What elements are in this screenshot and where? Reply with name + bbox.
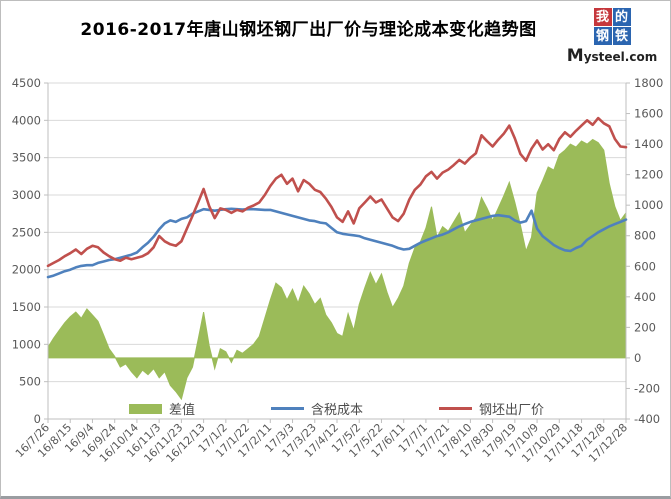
right-axis-tick-label: 1600: [634, 107, 663, 121]
axes: [44, 82, 630, 423]
legend-label: 钢坯出厂价: [479, 403, 545, 418]
logo-char-wo: 我: [593, 8, 612, 26]
right-axis-tick-label: -400: [634, 412, 660, 426]
legend-label: 含税成本: [311, 403, 364, 418]
left-axis-tick-label: 1000: [12, 337, 41, 351]
left-axis-tick-label: 4000: [12, 113, 41, 127]
left-axis-tick-label: 2000: [12, 263, 41, 277]
right-axis-tick-label: 1000: [634, 198, 663, 212]
logo-char-de: 的: [612, 8, 631, 26]
legend-swatch: [439, 407, 473, 410]
right-axis-tick-label: 400: [634, 290, 656, 304]
logo-big-m: M: [566, 46, 584, 66]
legend-label: 差值: [169, 403, 196, 418]
series-price-line: [46, 116, 628, 268]
left-axis-tick-label: 3500: [12, 151, 41, 165]
left-axis-tick-label: 500: [19, 375, 41, 389]
right-axis-tick-label: 1200: [634, 168, 663, 182]
series-diff-area: [47, 138, 627, 401]
right-axis-tick-label: 0: [634, 351, 641, 365]
mysteel-logo-squares: 我 的 钢 铁: [566, 8, 658, 45]
legend-swatch: [271, 407, 305, 410]
series-cost-line: [46, 207, 628, 279]
legend-item: 钢坯出厂价: [439, 399, 544, 418]
legend-item: 含税成本: [271, 399, 363, 418]
right-axis-tick-label: 600: [634, 259, 656, 273]
left-axis-tick-label: 1500: [12, 300, 41, 314]
left-axis-tick-label: 4500: [12, 76, 41, 90]
left-axis-tick-label: 3000: [12, 188, 41, 202]
right-axis-tick-label: -200: [634, 381, 660, 395]
right-axis-tick-label: 200: [634, 320, 656, 334]
right-axis-tick-label: 1800: [634, 76, 663, 90]
right-axis-tick-label: 1400: [634, 137, 663, 151]
legend-item: 差值: [129, 399, 195, 418]
chart-title: 2016-2017年唐山钢坯钢厂出厂价与理论成本变化趋势图: [80, 20, 537, 40]
logo-char-tie: 铁: [612, 27, 631, 45]
logo-char-gang: 钢: [593, 27, 612, 45]
legend-swatch: [129, 403, 162, 414]
left-axis-tick-label: 0: [34, 412, 41, 426]
right-axis-tick-label: 800: [634, 229, 656, 243]
mysteel-logo: 我 的 钢 铁 Mysteel.com: [566, 8, 658, 66]
chart-legend: 差值 含税成本 钢坯出厂价: [129, 399, 544, 418]
left-axis-tick-label: 2500: [12, 225, 41, 239]
mysteel-domain-text: Mysteel.com: [566, 46, 658, 66]
